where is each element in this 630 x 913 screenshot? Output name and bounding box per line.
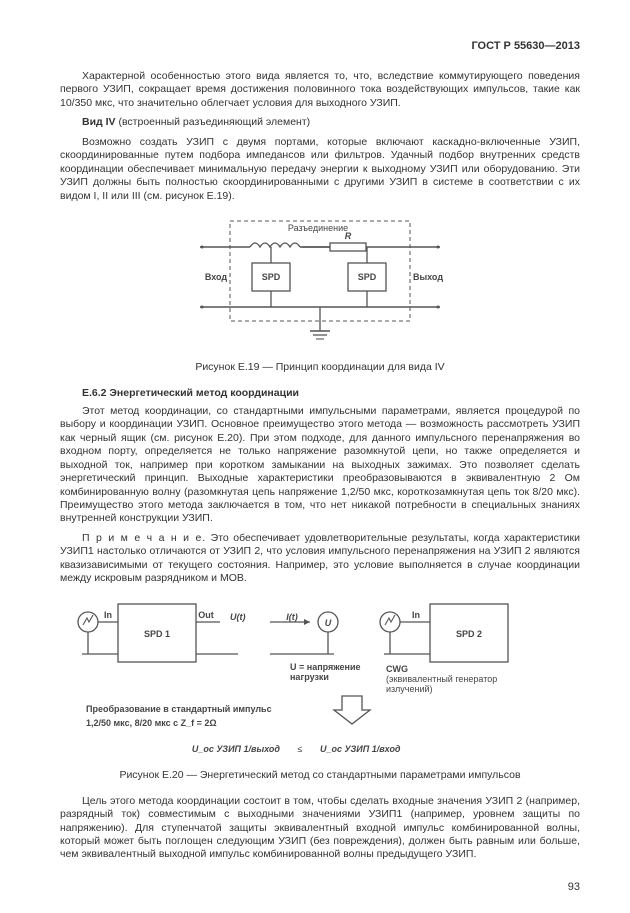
f2-cwg3: излучений) — [386, 684, 433, 694]
para-4: Цель этого метода координации состоит в … — [60, 795, 580, 862]
standard-code: ГОСТ Р 55630—2013 — [60, 40, 580, 52]
label-razv: Разъединение — [288, 223, 348, 233]
note: П р и м е ч а н и е. Это обеспечивает уд… — [60, 532, 580, 586]
label-spd-left: SPD — [262, 272, 281, 282]
para-2: Возможно создать УЗИП с двумя портами, к… — [60, 136, 580, 203]
section-e62: Е.6.2 Энергетический метод координации — [82, 387, 580, 399]
figure-e19: R Разъединение SPD SPD Вход Выход — [190, 213, 450, 353]
label-spd-right: SPD — [358, 272, 377, 282]
page-number: 93 — [568, 881, 580, 893]
para-3: Этот метод координации, со стандартными … — [60, 405, 580, 526]
para-1: Характерной особенностью этого вида явля… — [60, 70, 580, 110]
f2-ut: U(t) — [230, 612, 246, 622]
f2-it: I(t) — [286, 612, 298, 622]
note-head: П р и м е ч а н и е. — [82, 532, 206, 544]
vid4-rest: (встроенный разъединяющий элемент) — [116, 116, 311, 128]
f2-uoc1: U_oc УЗИП 1/выход — [192, 744, 281, 754]
f2-cwg1: CWG — [386, 664, 408, 674]
f2-preobr2: 1,2/50 мкс, 8/20 мкс с Z_f = 2Ω — [86, 718, 217, 728]
f2-out: Out — [198, 610, 214, 620]
para-vid4: Вид IV (встроенный разъединяющий элемент… — [60, 116, 580, 129]
f2-preobr1: Преобразование в стандартный импульс — [86, 704, 272, 714]
f2-le: ≤ — [298, 744, 303, 754]
figure-e20: In SPD 1 Out U(t) I(t) U U = напряжение … — [70, 596, 570, 761]
f2-spd1: SPD 1 — [144, 629, 170, 639]
fig1-caption: Рисунок Е.19 — Принцип координации для в… — [60, 361, 580, 373]
fig2-caption: Рисунок Е.20 — Энергетический метод со с… — [60, 769, 580, 781]
f2-unagr: U = напряжение нагрузки — [290, 662, 363, 682]
f2-cwg2: (эквивалентный генератор — [386, 674, 497, 684]
f2-u: U — [325, 618, 332, 628]
label-vhod: Вход — [205, 272, 228, 282]
f2-in-right: In — [412, 610, 420, 620]
f2-in-left: In — [104, 610, 112, 620]
f2-spd2: SPD 2 — [456, 629, 482, 639]
label-vyhod: Выход — [413, 272, 443, 282]
f2-uoc2: U_oc УЗИП 1/вход — [320, 744, 401, 754]
vid4-head: Вид IV — [82, 116, 116, 128]
